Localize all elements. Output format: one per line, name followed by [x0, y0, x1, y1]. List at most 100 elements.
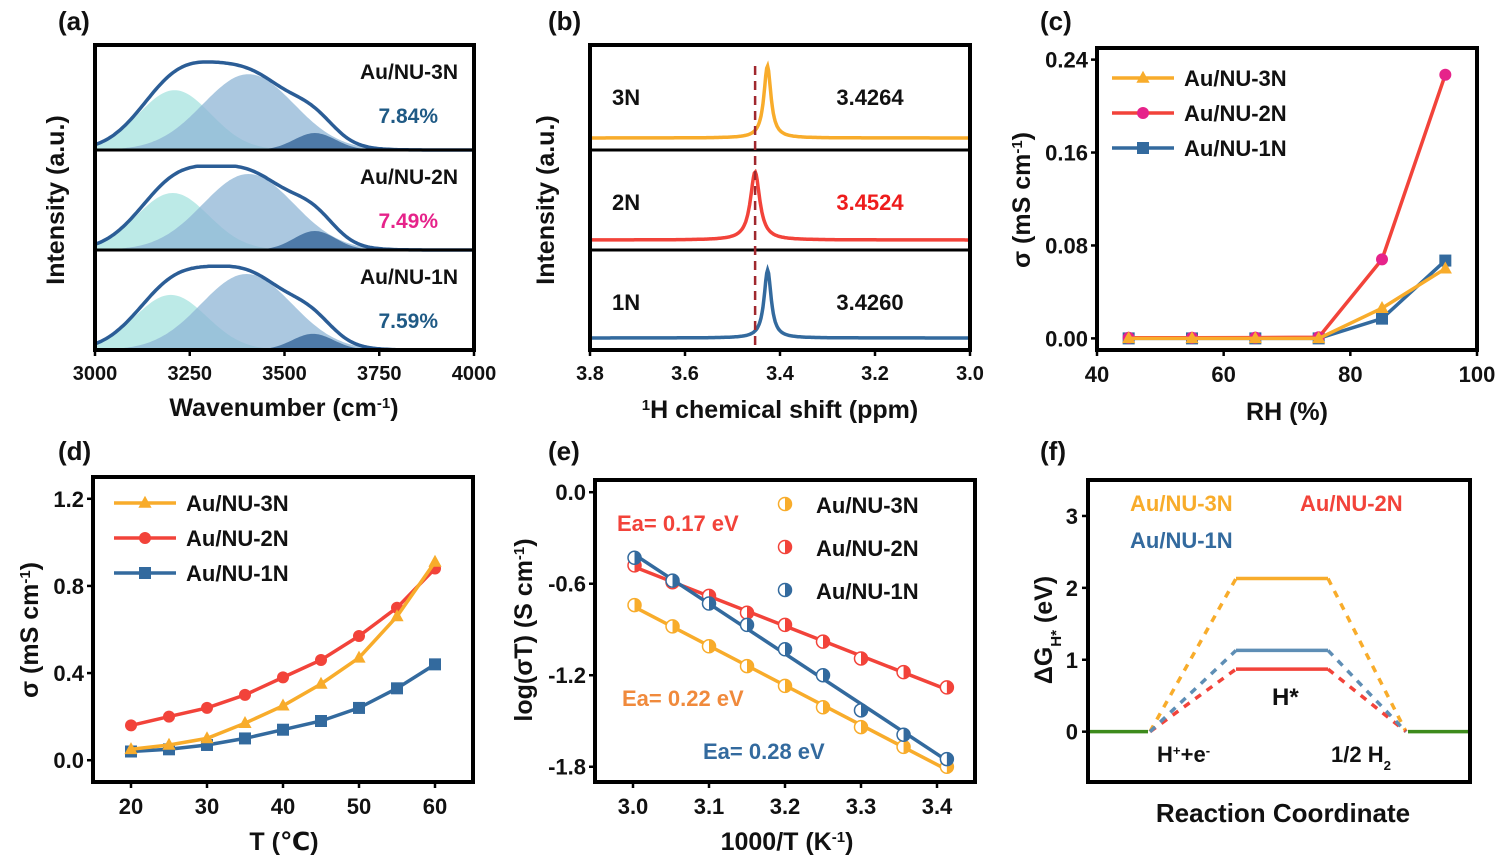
y-tick-label: 0.00: [1045, 326, 1088, 351]
fit-component-2: [95, 174, 437, 250]
sample-label: 1N: [612, 290, 640, 315]
data-point: [853, 703, 869, 718]
legend-label: Au/NU-1N: [186, 561, 289, 586]
data-point: [163, 710, 175, 723]
marker-fill-half: [861, 651, 868, 665]
marker-fill-half: [634, 598, 642, 612]
marker-fill-half: [747, 606, 754, 620]
x-tick-label: 100: [1459, 362, 1496, 387]
panel-label-f: (f): [1040, 436, 1066, 466]
series-line: [1128, 267, 1447, 341]
data-point: [853, 651, 869, 666]
data-point: [701, 596, 717, 611]
data-point: [277, 723, 289, 736]
fit-line: [633, 553, 948, 762]
legend-marker: [139, 567, 151, 579]
x-axis-title-part: Wavenumber (cm: [169, 394, 376, 422]
legend-label: Au/NU-3N: [186, 491, 289, 516]
plot-frame: [1095, 46, 1479, 352]
sample-label: 3N: [612, 85, 640, 110]
panel-label-a: (a): [58, 6, 90, 36]
data-point: [896, 727, 911, 742]
data-point: [276, 698, 290, 711]
legend-marker: [139, 532, 151, 544]
x-axis-title-part: 1: [642, 397, 650, 414]
data-point: [162, 737, 176, 750]
y-tick-label: 1: [1066, 648, 1078, 673]
y-tick-label: 0.0: [555, 480, 586, 505]
y-axis-title: log(σT) (S cm-1): [510, 538, 538, 721]
data-point: [777, 642, 793, 657]
data-point: [391, 682, 403, 695]
data-point: [314, 676, 328, 689]
marker-fill-half: [747, 659, 754, 673]
marker-fill-half: [709, 597, 716, 611]
panel-e: (e) 3.0 3.1 3.2 3.3 3.4 0.0 -0.6 -1.2 -1.8 Au/NU-3…: [510, 436, 977, 856]
marker-fill-half: [672, 619, 680, 633]
data-point: [853, 719, 869, 735]
marker-fill-half: [785, 497, 792, 511]
legend-label: Au/NU-2N: [816, 536, 919, 561]
x-axis-title: Wavenumber (cm-1): [169, 394, 398, 422]
data-point: [1376, 253, 1388, 266]
x-axis-title-part: ): [390, 394, 398, 422]
legend-item-Au/NU-3N: Au/NU-3N: [1112, 66, 1287, 91]
y-axis-title: σ (mS cm-1): [1008, 132, 1036, 268]
y-axis-title-part: ): [1008, 132, 1036, 140]
panel-label-d: (d): [58, 436, 91, 466]
legend-label-2n: Au/NU-2N: [1300, 491, 1403, 516]
x-axis-title-part: -1: [377, 395, 390, 412]
legend-item-Au/NU-1N: Au/NU-1N: [114, 561, 289, 586]
sample-label: Au/NU-1N: [360, 266, 458, 289]
state-label-initial-part: -: [1206, 743, 1210, 758]
nmr-peak-curve: [590, 168, 970, 242]
legend-item-Au/NU-3N: Au/NU-3N: [114, 491, 289, 516]
data-point: [390, 609, 404, 622]
activation-energy-label: Ea= 0.22 eV: [622, 686, 744, 711]
y-tick-label: 0: [1066, 720, 1078, 745]
series-Au/NU-3N: [1122, 261, 1452, 344]
x-tick-label: 3750: [357, 363, 402, 385]
percent-label: 7.84%: [378, 105, 438, 128]
y-axis-title-part: -1: [17, 570, 34, 583]
x-tick-label: 3.2: [861, 363, 889, 385]
data-point: [665, 573, 680, 588]
marker-fill-half: [785, 642, 792, 656]
data-point: [1312, 331, 1326, 344]
series-Au/NU-2N: [1148, 667, 1408, 734]
x-tick-label: 3.0: [956, 363, 984, 385]
x-axis-title: 1H chemical shift (ppm): [642, 396, 918, 424]
data-point: [429, 658, 441, 671]
marker-fill-half: [903, 665, 911, 679]
transition-dashed-left: [1148, 667, 1238, 734]
x-tick-label: 3.6: [671, 363, 699, 385]
legend-marker: [1137, 142, 1149, 154]
sample-label: Au/NU-3N: [360, 61, 458, 84]
data-point: [352, 650, 366, 663]
activation-energy-label: Ea= 0.17 eV: [617, 511, 739, 536]
series-line: [130, 560, 437, 752]
y-axis-title-part: ): [510, 538, 538, 546]
panel-label-e: (e): [548, 436, 580, 466]
y-tick-label: -1.8: [548, 755, 586, 780]
legend-label: Au/NU-1N: [1184, 136, 1287, 161]
percent-label: 7.49%: [378, 210, 438, 233]
x-tick-label: 3.3: [846, 794, 877, 819]
data-point: [1376, 312, 1388, 325]
legend-label: Au/NU-2N: [186, 526, 289, 551]
series-Au/NU-3N: [124, 554, 442, 755]
x-tick-label: 40: [1085, 362, 1109, 387]
y-axis-title-part: H*: [1048, 630, 1065, 647]
x-axis-title-part: ): [845, 828, 853, 856]
legend-marker: [777, 539, 793, 555]
data-point: [896, 739, 911, 755]
x-axis-title: Reaction Coordinate: [1156, 798, 1410, 828]
legend-item-Au/NU-2N: Au/NU-2N: [114, 526, 289, 551]
transition-dashed-left: [1148, 577, 1238, 733]
legend-item-Au/NU-3N: Au/NU-3N: [777, 493, 919, 518]
y-tick-label: 0.0: [53, 748, 84, 773]
y-tick-label: 0.8: [53, 574, 84, 599]
subpanel-1N: 1N 3.4260: [590, 263, 970, 340]
x-tick-label: 3.4: [766, 363, 795, 385]
